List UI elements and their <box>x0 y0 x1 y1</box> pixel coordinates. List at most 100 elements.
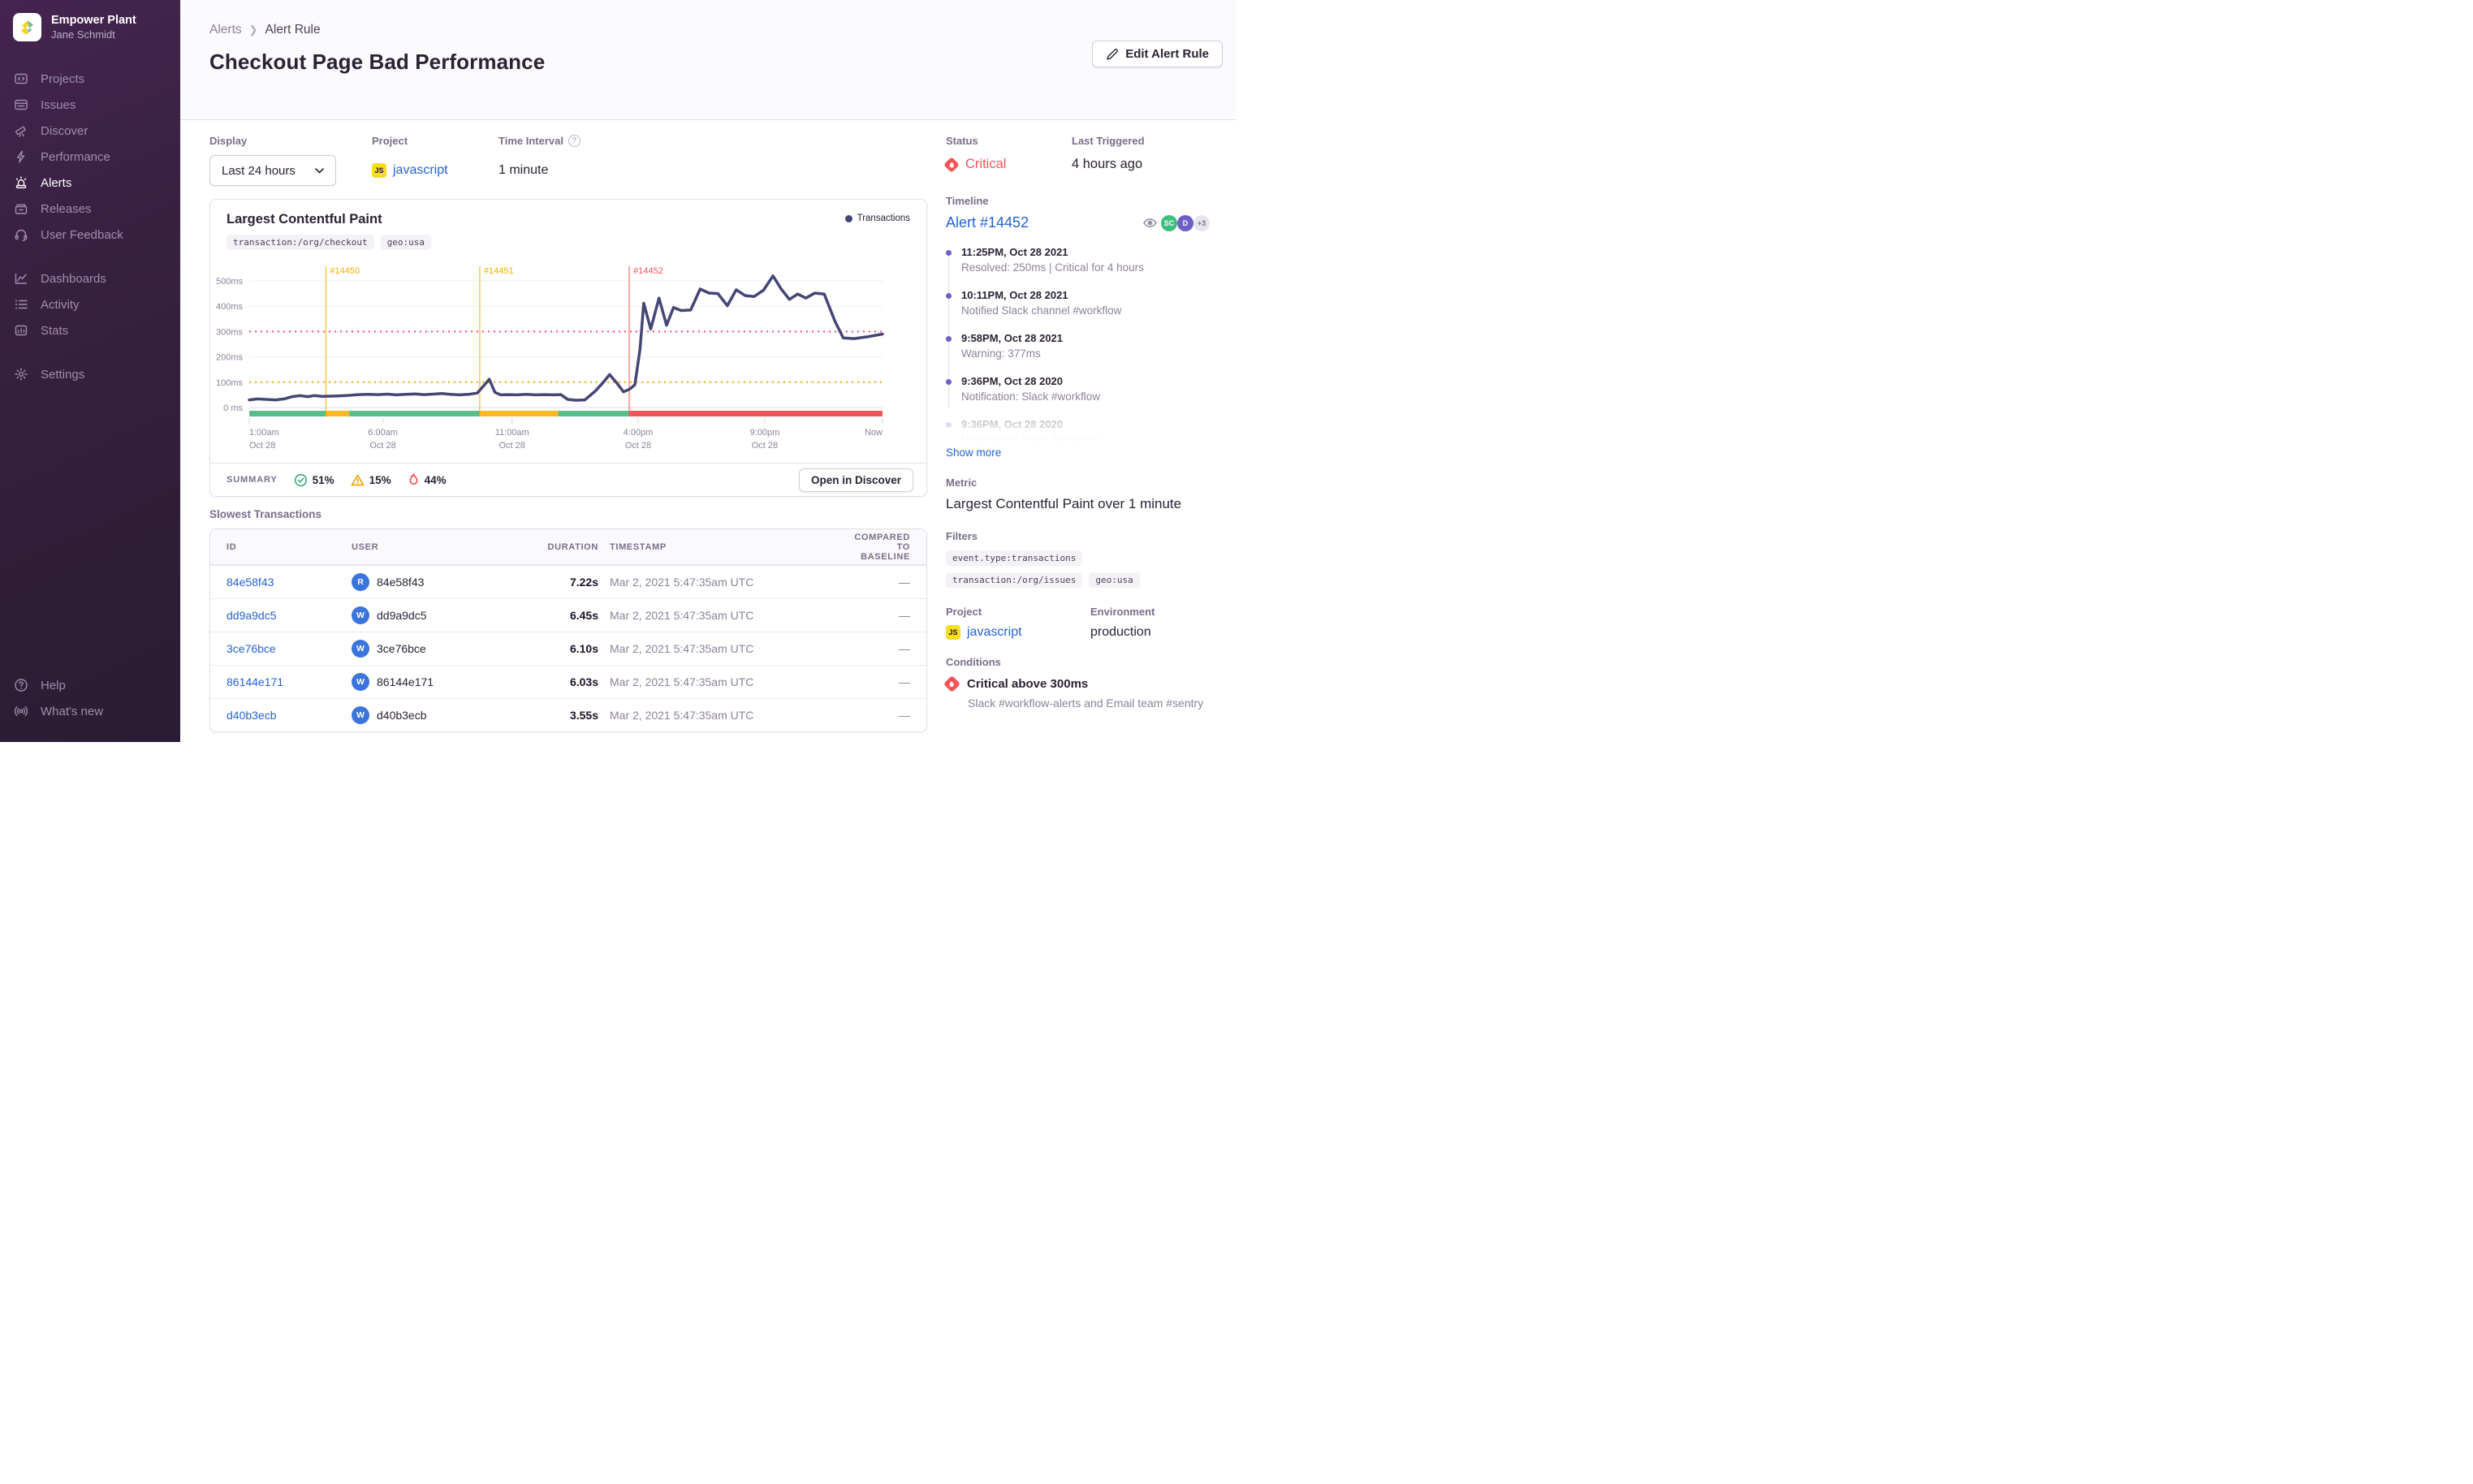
lcp-chart: 0 ms 100ms 200ms 300ms 400ms 500ms 1:00am Oct 2… <box>216 266 884 451</box>
filter-chip: transaction:/org/issues <box>946 572 1083 588</box>
alert-id-link[interactable]: Alert #14452 <box>946 214 1029 231</box>
avatar-sc: SC <box>1161 214 1177 231</box>
svg-text:6:00am: 6:00am <box>368 428 398 438</box>
summary-label: SUMMARY <box>227 475 278 485</box>
sidebar-item-whats-new[interactable]: What's new <box>0 698 180 724</box>
conditions-label: Conditions <box>946 656 1001 668</box>
status-label: Status <box>946 135 978 147</box>
last-triggered-label: Last Triggered <box>1072 135 1145 147</box>
table-row[interactable]: 3ce76bce W 3ce76bce 6.10s Mar 2, 2021 5:4… <box>210 632 926 665</box>
page-header: Alerts ❯ Alert Rule Checkout Page Bad Pe… <box>180 0 1236 120</box>
filters-label: Filters <box>946 530 978 542</box>
svg-text:500ms: 500ms <box>216 277 244 287</box>
org-switcher[interactable]: Empower Plant Jane Schmidt <box>0 13 180 41</box>
sidebar-item-performance[interactable]: Performance <box>0 144 180 170</box>
time-interval-label: Time Interval <box>498 135 563 147</box>
breadcrumb-alerts[interactable]: Alerts <box>209 23 242 37</box>
svg-text:100ms: 100ms <box>216 378 244 388</box>
edit-alert-rule-button[interactable]: Edit Alert Rule <box>1092 41 1223 67</box>
sidebar-item-alerts[interactable]: Alerts <box>0 170 180 196</box>
transactions-legend-dot <box>844 214 852 222</box>
timeline-dot <box>946 422 952 428</box>
open-in-discover-button[interactable]: Open in Discover <box>798 468 913 492</box>
sidebar-item-dashboards[interactable]: Dashboards <box>0 265 180 291</box>
svg-text:200ms: 200ms <box>216 353 244 363</box>
transaction-id-link[interactable]: 3ce76bce <box>227 642 276 655</box>
last-triggered-value: 4 hours ago <box>1072 157 1143 171</box>
metric-value: Largest Contentful Paint over 1 minute <box>946 496 1182 511</box>
transaction-id-link[interactable]: dd9a9dc5 <box>227 609 277 622</box>
svg-text:Oct 28: Oct 28 <box>498 441 524 451</box>
svg-text:4:00pm: 4:00pm <box>624 428 654 438</box>
controls-row: Display Last 24 hours Project <box>209 135 927 186</box>
sidebar-item-issues[interactable]: Issues <box>0 92 180 118</box>
sidebar-item-settings[interactable]: Settings <box>0 361 180 387</box>
sidebar-item-help[interactable]: Help <box>0 672 180 698</box>
timeline-dot <box>946 336 952 342</box>
archive-box-icon <box>13 201 29 216</box>
sidebar-item-projects[interactable]: Projects <box>0 66 180 92</box>
environment-value: production <box>1090 625 1151 639</box>
svg-text:1:00am: 1:00am <box>249 428 279 438</box>
siren-icon <box>13 175 29 190</box>
svg-text:0 ms: 0 ms <box>223 403 243 413</box>
user-avatar: W <box>352 606 369 624</box>
sidebar-item-stats[interactable]: Stats <box>0 317 180 343</box>
warning-triangle-icon <box>351 473 365 487</box>
timeline-dot <box>946 379 952 385</box>
page-title: Checkout Page Bad Performance <box>209 50 546 74</box>
table-row[interactable]: 86144e171 W 86144e171 6.03s Mar 2, 2021 5… <box>210 665 926 698</box>
alert-timeline: 11:25PM, Oct 28 2021 Resolved: 250ms | C… <box>946 246 1210 446</box>
timeline-dot <box>946 293 952 299</box>
transaction-id-link[interactable]: 84e58f43 <box>227 576 274 589</box>
issues-icon <box>13 97 29 112</box>
sidebar-item-releases[interactable]: Releases <box>0 196 180 222</box>
chevron-down-icon <box>315 167 324 174</box>
svg-text:Oct 28: Oct 28 <box>752 441 778 451</box>
timeline-entry: 10:11PM, Oct 28 2021 Notified Slack chan… <box>946 289 1210 317</box>
project-link[interactable]: JS javascript <box>372 163 448 178</box>
timeline-dot <box>946 250 952 256</box>
javascript-platform-icon: JS <box>372 163 386 178</box>
summary-healthy: 51% <box>294 473 334 487</box>
user-avatar: W <box>352 673 369 691</box>
display-select[interactable]: Last 24 hours <box>209 155 336 186</box>
sidebar-nav: Projects Issues Discover Performance <box>0 66 180 387</box>
transaction-id-link[interactable]: d40b3ecb <box>227 709 277 722</box>
help-circle-icon <box>13 678 29 692</box>
show-more-link[interactable]: Show more <box>946 446 1002 459</box>
gear-icon <box>13 367 29 382</box>
critical-fire-icon <box>943 675 961 693</box>
sidebar-item-activity[interactable]: Activity <box>0 291 180 317</box>
timeline-label: Timeline <box>946 195 989 207</box>
svg-text:9:00pm: 9:00pm <box>750 428 780 438</box>
condition-actions: Slack #workflow-alerts and Email team #s… <box>968 697 1204 710</box>
timeline-entry-faded: 9:36PM, Oct 28 2020 Notification: Slack … <box>946 418 1210 446</box>
environment-label: Environment <box>1090 606 1155 618</box>
project-label: Project <box>946 606 982 618</box>
svg-text:Oct 28: Oct 28 <box>625 441 651 451</box>
sidebar-item-user-feedback[interactable]: User Feedback <box>0 222 180 248</box>
chart-filter-chip: geo:usa <box>380 235 431 250</box>
headset-icon <box>13 227 29 242</box>
javascript-platform-icon: JS <box>946 625 960 640</box>
transaction-id-link[interactable]: 86144e171 <box>227 675 284 688</box>
projects-icon <box>13 71 29 86</box>
table-row[interactable]: 84e58f43 R 84e58f43 7.22s Mar 2, 2021 5:4… <box>210 565 926 598</box>
chevron-right-icon: ❯ <box>248 24 258 36</box>
filter-chip: event.type:transactions <box>946 550 1083 566</box>
telescope-icon <box>13 123 29 138</box>
svg-text:Oct 28: Oct 28 <box>249 441 275 451</box>
lightning-icon <box>13 149 29 164</box>
sidebar-item-discover[interactable]: Discover <box>0 118 180 144</box>
chart-filter-chip: transaction:/org/checkout <box>227 235 374 250</box>
status-badge: Critical <box>943 156 1072 173</box>
broadcast-icon <box>13 704 29 718</box>
condition-item: Critical above 300ms <box>943 675 1210 693</box>
avatar-d: D <box>1177 214 1193 231</box>
help-tooltip-icon[interactable]: ? <box>568 135 580 147</box>
user-avatar: W <box>352 706 369 724</box>
project-link[interactable]: JS javascript <box>946 625 1090 640</box>
